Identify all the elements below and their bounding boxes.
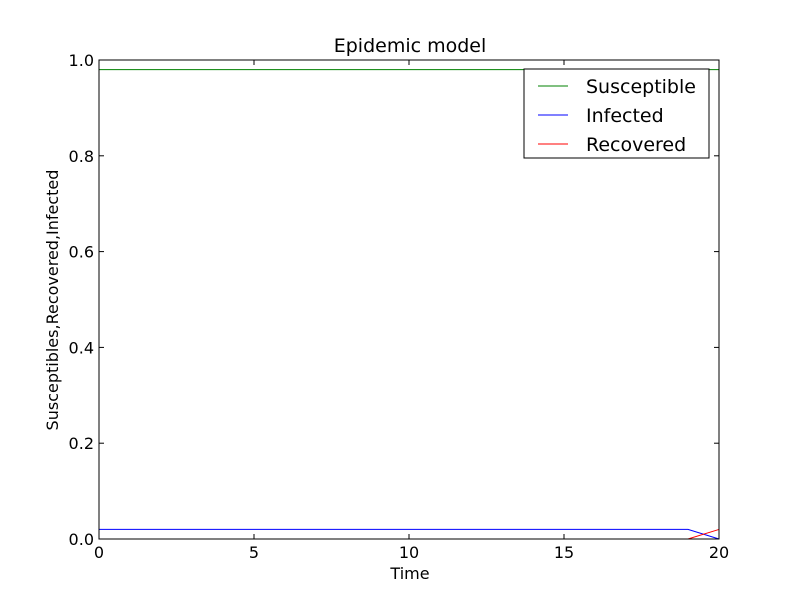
chart-title: Epidemic model <box>334 35 487 57</box>
x-tick-label: 0 <box>94 543 104 562</box>
x-tick-label: 5 <box>249 543 259 562</box>
y-tick-label: 0.4 <box>69 338 94 357</box>
y-tick-label: 0.0 <box>69 530 94 549</box>
x-tick-label: 10 <box>399 543 419 562</box>
legend-box <box>523 68 710 159</box>
x-tick-label: 20 <box>709 543 729 562</box>
ticks-layer: 0 5 10 15 20 0.0 0.2 0.4 0.6 0.8 1.0 <box>69 51 730 562</box>
x-tick-label: 15 <box>554 543 574 562</box>
y-tick-label: 0.6 <box>69 243 94 262</box>
y-tick-label: 1.0 <box>69 51 94 70</box>
legend: Susceptible Infected Recovered <box>523 68 710 159</box>
series-line-infected <box>99 528 720 540</box>
x-axis-title: Time <box>389 564 429 583</box>
legend-label-susceptible: Susceptible <box>586 76 696 98</box>
legend-label-infected: Infected <box>586 105 664 127</box>
y-tick-label: 0.8 <box>69 147 94 166</box>
legend-label-recovered: Recovered <box>586 134 686 156</box>
y-tick-label: 0.2 <box>69 434 94 453</box>
y-axis-title: Susceptibles,Recovered,Infected <box>43 170 62 431</box>
